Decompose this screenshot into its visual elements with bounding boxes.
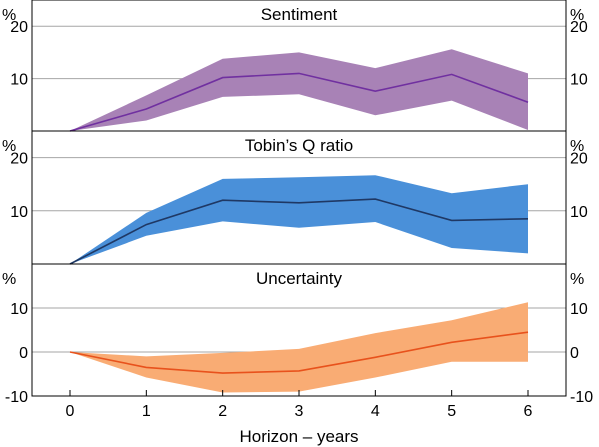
unit-label-right: % bbox=[570, 271, 584, 288]
confidence-band bbox=[70, 49, 528, 131]
y-tick-label-right: 10 bbox=[570, 301, 588, 318]
x-tick-label: 0 bbox=[66, 403, 75, 420]
series-line bbox=[69, 198, 529, 265]
chart-panels: % % 10 10 20 20 Sentiment% % 10 10 20 20 Tobin’s Q r… bbox=[2, 0, 593, 406]
y-tick-label-left: 20 bbox=[10, 19, 28, 36]
series-line bbox=[69, 72, 529, 132]
panel-title: Tobin’s Q ratio bbox=[245, 136, 353, 155]
y-tick-label-left: -10 bbox=[5, 389, 28, 406]
y-tick-label-right: -10 bbox=[570, 389, 593, 406]
y-tick-label-right: 10 bbox=[570, 204, 588, 221]
unit-label-left: % bbox=[2, 271, 16, 288]
unit-label-left: % bbox=[2, 7, 16, 24]
y-tick-label-left: 10 bbox=[10, 72, 28, 89]
x-axis-label: Horizon – years bbox=[239, 427, 358, 446]
y-tick-label-left: 20 bbox=[10, 151, 28, 168]
y-tick-label-left: 10 bbox=[10, 301, 28, 318]
panel-title: Uncertainty bbox=[256, 269, 342, 288]
y-tick-label-right: 20 bbox=[570, 151, 588, 168]
y-tick-label-right: 20 bbox=[570, 19, 588, 36]
panel-3: % % -10 -10 0 0 10 10 Uncertainty bbox=[2, 263, 593, 406]
x-axis: 0 1 2 3 4 5 6 bbox=[66, 390, 533, 420]
confidence-band bbox=[70, 302, 528, 393]
confidence-band bbox=[70, 175, 528, 264]
unit-label-left: % bbox=[2, 138, 16, 155]
y-tick-label-right: 10 bbox=[570, 72, 588, 89]
y-tick-label-left: 10 bbox=[10, 204, 28, 221]
y-tick-label-left: 0 bbox=[19, 345, 28, 362]
unit-label-right: % bbox=[570, 7, 584, 24]
x-tick-label: 6 bbox=[524, 403, 533, 420]
panel-2: % % 10 10 20 20 Tobin’s Q ratio bbox=[2, 130, 588, 265]
x-tick-label: 3 bbox=[295, 403, 304, 420]
x-tick-label: 5 bbox=[447, 403, 456, 420]
x-tick-label: 2 bbox=[218, 403, 227, 420]
unit-label-right: % bbox=[570, 138, 584, 155]
x-tick-label: 4 bbox=[371, 403, 380, 420]
panel-1: % % 10 10 20 20 Sentiment bbox=[2, 0, 588, 132]
x-tick-label: 1 bbox=[142, 403, 151, 420]
panel-title: Sentiment bbox=[261, 5, 338, 24]
series-line bbox=[69, 331, 529, 374]
y-tick-label-right: 0 bbox=[570, 345, 579, 362]
